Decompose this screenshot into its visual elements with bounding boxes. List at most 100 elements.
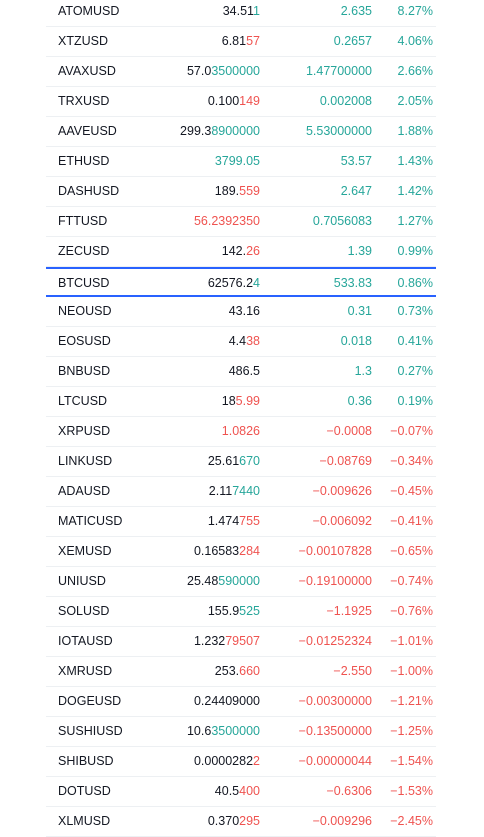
last-price-base: 62576.2 bbox=[207, 276, 254, 290]
watchlist-row[interactable]: XTZUSD 6.8157 0.2657 4.06% bbox=[46, 27, 436, 57]
watchlist-row[interactable]: ETHUSD 3799.05 53.57 1.43% bbox=[46, 147, 436, 177]
last-price: 1.0826 bbox=[222, 417, 260, 445]
watchlist-row[interactable]: EOSUSD 4.438 0.018 0.41% bbox=[46, 327, 436, 357]
watchlist-row[interactable]: DASHUSD 189.559 2.647 1.42% bbox=[46, 177, 436, 207]
price-change: −0.006092 bbox=[312, 514, 372, 528]
symbol-name: FTTUSD bbox=[58, 214, 108, 228]
last-price-tick-digits: 670 bbox=[239, 454, 260, 468]
price-change-percent: −0.76% bbox=[390, 604, 433, 618]
watchlist-row[interactable]: FTTUSD 56.2392350 0.7056083 1.27% bbox=[46, 207, 436, 237]
last-price-tick-digits: 284 bbox=[239, 544, 260, 558]
price-change-percent: −1.00% bbox=[390, 664, 433, 678]
watchlist-row[interactable]: TRXUSD 0.100149 0.002008 2.05% bbox=[46, 87, 436, 117]
last-price-base: 253. bbox=[214, 664, 240, 678]
watchlist-row[interactable]: BNBUSD 486.5 1.3 0.27% bbox=[46, 357, 436, 387]
watchlist-row[interactable]: ADAUSD 2.117440 −0.009626 −0.45% bbox=[46, 477, 436, 507]
watchlist-row[interactable]: MATICUSD 1.474755 −0.006092 −0.41% bbox=[46, 507, 436, 537]
price-change: −0.6306 bbox=[326, 784, 372, 798]
watchlist-row[interactable]: IOTAUSD 1.23279507 −0.01252324 −1.01% bbox=[46, 627, 436, 657]
price-change: 1.39 bbox=[347, 244, 372, 258]
last-price-base: 2.11 bbox=[208, 484, 233, 498]
last-price: 10.63500000 bbox=[187, 717, 260, 745]
price-change: 0.36 bbox=[347, 394, 372, 408]
last-price: 486.5 bbox=[229, 357, 260, 385]
last-price-tick-digits: 57 bbox=[246, 34, 260, 48]
symbol-name: BNBUSD bbox=[58, 364, 111, 378]
symbol-name: EOSUSD bbox=[58, 334, 111, 348]
symbol-name: UNIUSD bbox=[58, 574, 106, 588]
watchlist-row[interactable]: DOGEUSD 0.24409000 −0.00300000 −1.21% bbox=[46, 687, 436, 717]
watchlist-row[interactable]: ZECUSD 142.26 1.39 0.99% bbox=[46, 237, 436, 267]
last-price-base: 155.9 bbox=[207, 604, 240, 618]
last-price-base: 10.6 bbox=[186, 724, 212, 738]
price-change-percent: 0.99% bbox=[397, 244, 433, 258]
symbol-name: ADAUSD bbox=[58, 484, 111, 498]
price-change-percent: 1.27% bbox=[397, 214, 433, 228]
watchlist-row[interactable]: AVAXUSD 57.03500000 1.47700000 2.66% bbox=[46, 57, 436, 87]
price-change-percent: 0.73% bbox=[397, 304, 433, 318]
last-price: 142.26 bbox=[222, 237, 260, 265]
last-price-tick-digits: 26 bbox=[246, 244, 260, 258]
price-change-percent: −0.65% bbox=[390, 544, 433, 558]
watchlist-row[interactable]: LTCUSD 185.99 0.36 0.19% bbox=[46, 387, 436, 417]
price-change: 53.57 bbox=[340, 154, 372, 168]
price-change: −0.00107828 bbox=[298, 544, 372, 558]
symbol-name: DOGEUSD bbox=[58, 694, 122, 708]
price-change: −0.13500000 bbox=[298, 724, 372, 738]
watchlist-row[interactable]: LINKUSD 25.61670 −0.08769 −0.34% bbox=[46, 447, 436, 477]
symbol-name: XMRUSD bbox=[58, 664, 113, 678]
symbol-name: ZECUSD bbox=[58, 244, 110, 258]
symbol-name: XTZUSD bbox=[58, 34, 108, 48]
last-price-base: 40.5 bbox=[214, 784, 240, 798]
price-change: 0.018 bbox=[340, 334, 372, 348]
watchlist-row[interactable]: AAVEUSD 299.38900000 5.53000000 1.88% bbox=[46, 117, 436, 147]
last-price: 57.03500000 bbox=[187, 57, 260, 85]
last-price: 155.9525 bbox=[208, 597, 260, 625]
price-change: 533.83 bbox=[333, 276, 372, 290]
last-price-tick-digits: 2 bbox=[253, 754, 260, 768]
symbol-name: DASHUSD bbox=[58, 184, 120, 198]
last-price: 6.8157 bbox=[222, 27, 260, 55]
watchlist-row[interactable]: SOLUSD 155.9525 −1.1925 −0.76% bbox=[46, 597, 436, 627]
watchlist-row-selected[interactable]: BTCUSD 62576.24 533.83 0.86% bbox=[46, 267, 436, 297]
price-change-percent: 1.42% bbox=[397, 184, 433, 198]
last-price: 1.23279507 bbox=[194, 627, 260, 655]
last-price-tick-digits: 400 bbox=[239, 784, 260, 798]
last-price-base: 43.16 bbox=[228, 304, 260, 318]
last-price-tick-digits: 149 bbox=[239, 94, 260, 108]
last-price-tick-digits: 1 bbox=[253, 4, 260, 18]
last-price-base: 142. bbox=[221, 244, 247, 258]
last-price-base: 486.5 bbox=[228, 364, 260, 378]
price-change-percent: 1.88% bbox=[397, 124, 433, 138]
last-price-tick-digits: 3500000 bbox=[211, 724, 260, 738]
last-price-tick-digits: 755 bbox=[239, 514, 260, 528]
price-change-percent: −0.34% bbox=[390, 454, 433, 468]
symbol-name: SOLUSD bbox=[58, 604, 110, 618]
price-change-percent: −0.45% bbox=[390, 484, 433, 498]
watchlist-row[interactable]: SUSHIUSD 10.63500000 −0.13500000 −1.25% bbox=[46, 717, 436, 747]
last-price: 189.559 bbox=[215, 177, 260, 205]
watchlist-row[interactable]: XEMUSD 0.16583284 −0.00107828 −0.65% bbox=[46, 537, 436, 567]
last-price-base: 4.4 bbox=[228, 334, 247, 348]
watchlist-row[interactable]: XRPUSD 1.0826 −0.0008 −0.07% bbox=[46, 417, 436, 447]
price-change-percent: 8.27% bbox=[397, 4, 433, 18]
price-change: −2.550 bbox=[333, 664, 372, 678]
last-price-base: 18 bbox=[221, 394, 236, 408]
price-change-percent: −0.41% bbox=[390, 514, 433, 528]
watchlist-row[interactable]: DOTUSD 40.5400 −0.6306 −1.53% bbox=[46, 777, 436, 807]
price-change-percent: −2.45% bbox=[390, 814, 433, 828]
watchlist-row[interactable]: SHIBUSD 0.00002822 −0.00000044 −1.54% bbox=[46, 747, 436, 777]
watchlist-row[interactable]: UNIUSD 25.48590000 −0.19100000 −0.74% bbox=[46, 567, 436, 597]
last-price-tick-digits: 660 bbox=[239, 664, 260, 678]
watchlist-row[interactable]: XMRUSD 253.660 −2.550 −1.00% bbox=[46, 657, 436, 687]
watchlist-row[interactable]: ATOMUSD 34.511 2.635 8.27% bbox=[46, 0, 436, 27]
symbol-name: TRXUSD bbox=[58, 94, 110, 108]
watchlist-row[interactable]: NEOUSD 43.16 0.31 0.73% bbox=[46, 297, 436, 327]
symbol-name: BTCUSD bbox=[58, 276, 110, 290]
last-price: 56.2392350 bbox=[194, 207, 260, 235]
last-price: 253.660 bbox=[215, 657, 260, 685]
last-price-tick-digits: 79507 bbox=[225, 634, 260, 648]
last-price-base: 1.232 bbox=[193, 634, 226, 648]
symbol-name: SUSHIUSD bbox=[58, 724, 123, 738]
